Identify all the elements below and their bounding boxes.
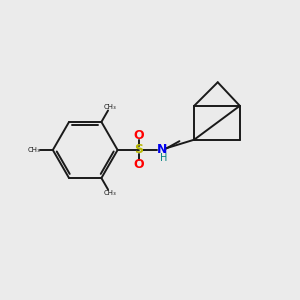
Text: H: H xyxy=(160,153,168,163)
Text: CH₃: CH₃ xyxy=(103,190,116,196)
Text: N: N xyxy=(157,143,167,157)
Text: CH₃: CH₃ xyxy=(103,104,116,110)
Text: CH₃: CH₃ xyxy=(28,147,41,153)
Text: S: S xyxy=(134,143,143,157)
Text: O: O xyxy=(134,158,144,171)
Text: O: O xyxy=(134,129,144,142)
